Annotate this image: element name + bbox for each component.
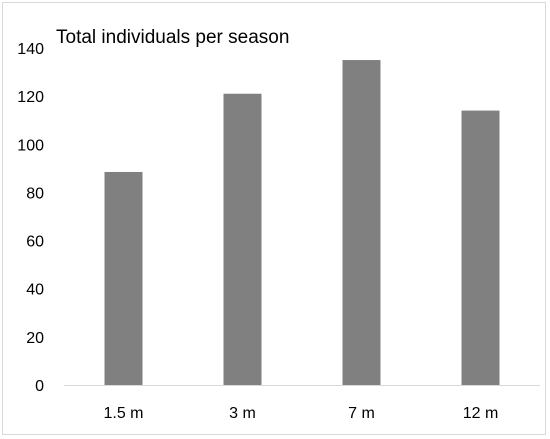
bar xyxy=(342,60,381,386)
y-tick-label: 0 xyxy=(35,378,44,395)
x-tick-label: 7 m xyxy=(348,405,375,422)
bar xyxy=(104,171,143,385)
y-tick-label: 140 xyxy=(17,41,44,58)
x-tick-label: 3 m xyxy=(229,405,256,422)
x-tick-label: 12 m xyxy=(463,405,499,422)
y-tick-label: 60 xyxy=(26,234,44,251)
bars xyxy=(104,60,500,386)
bar xyxy=(461,110,500,385)
y-tick-label: 20 xyxy=(26,330,44,347)
y-tick-label: 100 xyxy=(17,137,44,154)
x-axis-ticks: 1.5 m 3 m 7 m 12 m xyxy=(103,405,498,422)
y-tick-label: 80 xyxy=(26,185,44,202)
bar xyxy=(223,93,262,385)
x-tick-label: 1.5 m xyxy=(103,405,143,422)
chart-title: Total individuals per season xyxy=(56,27,289,48)
y-axis-ticks: 0 20 40 60 80 100 120 140 xyxy=(17,41,44,395)
y-tick-label: 40 xyxy=(26,282,44,299)
chart-area xyxy=(2,2,546,435)
y-tick-label: 120 xyxy=(17,89,44,106)
